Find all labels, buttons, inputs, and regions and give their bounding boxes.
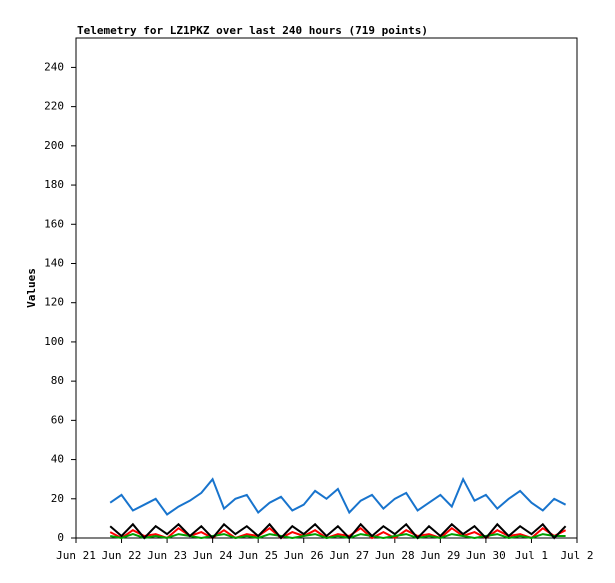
chart-title: Telemetry for LZ1PKZ over last 240 hours… bbox=[77, 24, 428, 37]
y-tick-label: 140 bbox=[44, 256, 64, 269]
series-line bbox=[109, 476, 567, 516]
x-tick-label: Jun 22 bbox=[102, 549, 142, 562]
y-tick-label: 200 bbox=[44, 139, 64, 152]
x-tick-label: Jun 21 bbox=[56, 549, 96, 562]
y-axis-label: Values bbox=[25, 268, 38, 308]
series-line bbox=[110, 533, 566, 540]
y-tick-label: 100 bbox=[44, 335, 64, 348]
y-tick-label: 40 bbox=[51, 453, 64, 466]
x-tick-label: Jun 29 bbox=[420, 549, 460, 562]
plot-frame bbox=[75, 37, 578, 539]
y-tick-label: 240 bbox=[44, 60, 64, 73]
x-tick-label: Jul 2 bbox=[560, 549, 593, 562]
series-line bbox=[109, 522, 567, 540]
y-tick-label: 120 bbox=[44, 296, 64, 309]
x-tick-label: Jul 1 bbox=[515, 549, 548, 562]
y-tick-label: 180 bbox=[44, 178, 64, 191]
y-tick-label: 80 bbox=[51, 374, 64, 387]
x-tick-label: Jun 24 bbox=[193, 549, 233, 562]
x-tick-label: Jun 28 bbox=[375, 549, 415, 562]
y-tick-label: 160 bbox=[44, 217, 64, 230]
y-tick-label: 220 bbox=[44, 100, 64, 113]
x-tick-label: Jun 27 bbox=[329, 549, 369, 562]
y-tick-label: 60 bbox=[51, 413, 64, 426]
y-tick-label: 0 bbox=[57, 531, 64, 544]
x-tick-label: Jun 25 bbox=[238, 549, 278, 562]
x-tick-label: Jun 23 bbox=[147, 549, 187, 562]
y-tick-label: 20 bbox=[51, 492, 64, 505]
x-tick-label: Jun 30 bbox=[466, 549, 506, 562]
x-tick-label: Jun 26 bbox=[284, 549, 324, 562]
